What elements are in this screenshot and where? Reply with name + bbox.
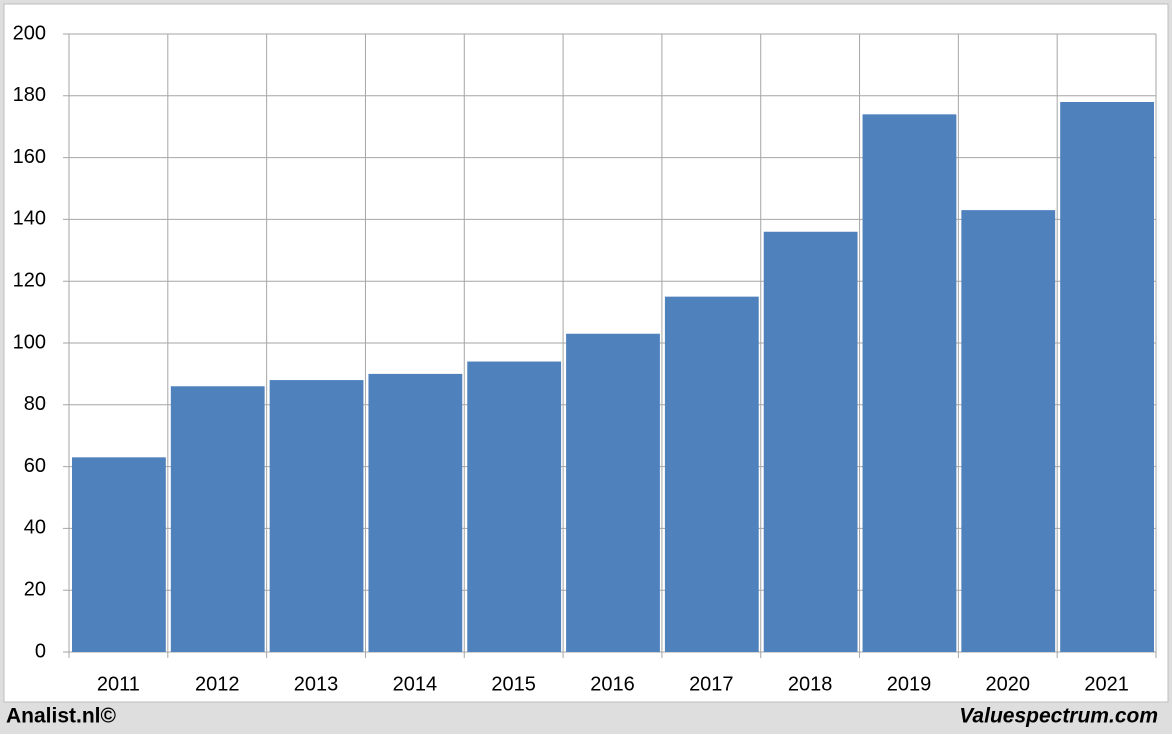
bar	[368, 373, 463, 652]
x-tick-label: 2016	[590, 673, 635, 695]
bar	[664, 296, 759, 652]
y-tick-label: 120	[13, 269, 46, 291]
bar	[467, 361, 562, 652]
x-tick-label: 2011	[97, 673, 140, 695]
x-tick-label: 2017	[689, 673, 734, 695]
bar	[961, 210, 1056, 652]
source-right: Valuespectrum.com	[959, 705, 1158, 728]
bar	[170, 386, 265, 652]
y-tick-label: 160	[13, 146, 46, 168]
y-tick-label: 80	[24, 393, 46, 415]
bar	[72, 457, 166, 652]
x-tick-label: 2019	[887, 673, 932, 695]
bar	[566, 333, 660, 652]
y-tick-label: 60	[24, 455, 46, 477]
bar	[862, 114, 957, 653]
x-tick-label: 2014	[393, 673, 438, 695]
y-tick-label: 140	[13, 208, 46, 230]
bar	[1060, 101, 1154, 653]
x-tick-label: 2021	[1084, 673, 1129, 695]
source-left: Analist.nl©	[6, 705, 117, 728]
x-tick-label: 2015	[491, 673, 536, 695]
bar	[269, 380, 364, 652]
y-tick-label: 200	[13, 22, 46, 44]
y-tick-label: 40	[24, 517, 46, 539]
x-tick-label: 2020	[986, 673, 1031, 695]
y-tick-label: 100	[13, 331, 46, 353]
bar	[763, 231, 858, 652]
x-tick-label: 2013	[294, 673, 339, 695]
y-tick-label: 180	[13, 84, 46, 106]
x-tick-label: 2018	[788, 673, 833, 695]
y-tick-label: 0	[35, 640, 46, 662]
x-tick-label: 2012	[195, 673, 240, 695]
y-tick-label: 20	[24, 578, 46, 600]
